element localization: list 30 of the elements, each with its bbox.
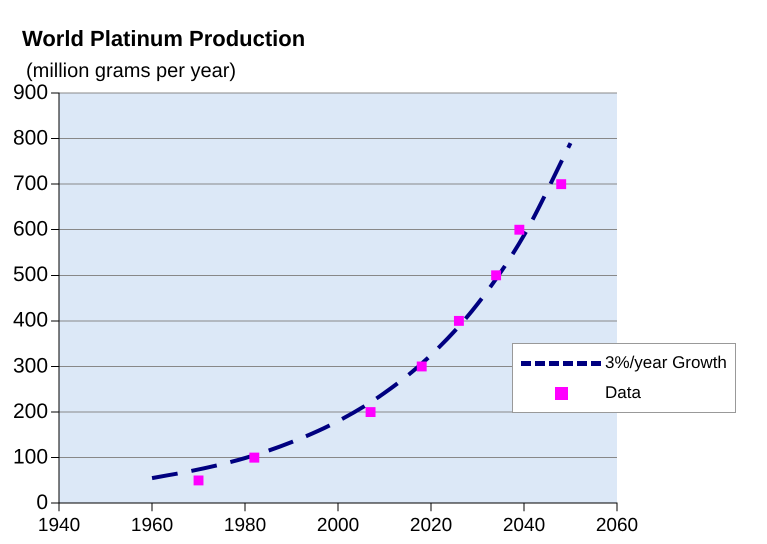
chart-subtitle: (million grams per year)	[26, 60, 236, 83]
y-tick-label: 300	[12, 354, 48, 378]
y-tick-label: 900	[12, 80, 48, 104]
y-tick-label: 800	[12, 126, 48, 150]
x-tick-label: 1960	[130, 514, 174, 536]
x-tick-label: 2040	[502, 514, 546, 536]
point	[491, 270, 502, 280]
legend-label: 3%/year Growth	[605, 353, 727, 373]
point	[556, 179, 566, 190]
x-tick-label: 2020	[410, 514, 452, 536]
x-tick-label: 2000	[316, 514, 360, 536]
y-tick-label: 200	[12, 400, 48, 423]
x-tick-label: 2060	[596, 514, 638, 536]
point	[249, 452, 260, 463]
y-tick-label: 0	[36, 490, 48, 514]
line-series	[150, 141, 573, 480]
y-tick-label: 700	[12, 172, 48, 195]
point	[416, 362, 427, 372]
point	[366, 407, 376, 417]
y-tick-label: 100	[12, 445, 48, 468]
point	[454, 316, 464, 326]
x-tick-label: 1940	[38, 514, 80, 536]
y-tick-label: 500	[12, 263, 48, 286]
chart-title: World Platinum Production	[22, 26, 306, 52]
legend-label: Data	[605, 383, 641, 403]
y-tick-label: 600	[12, 218, 48, 241]
x-tick-label: 1980	[224, 514, 266, 536]
point	[514, 224, 524, 235]
y-tick-label: 400	[12, 308, 48, 332]
point	[194, 475, 204, 486]
